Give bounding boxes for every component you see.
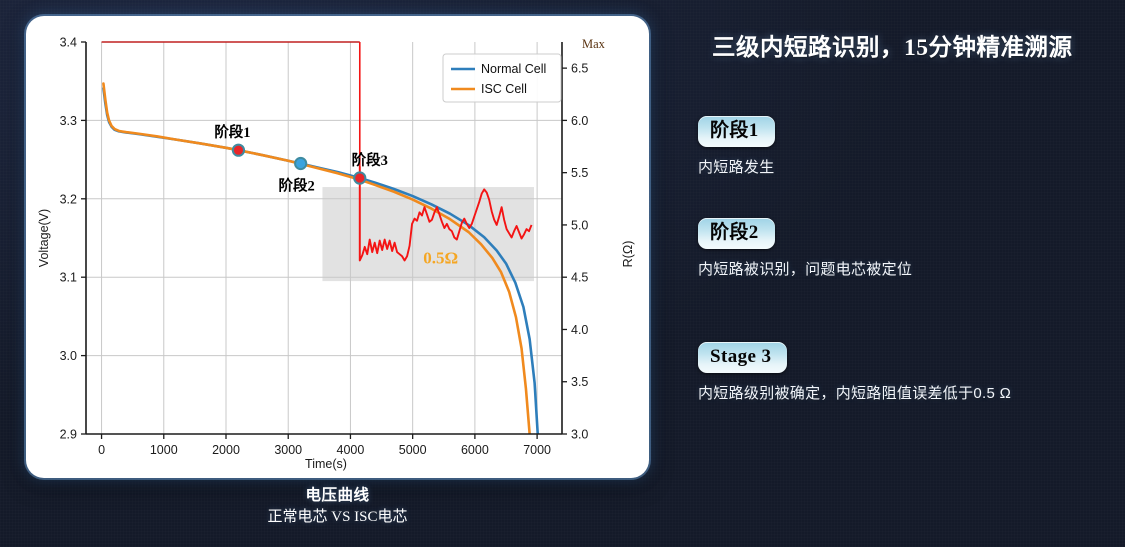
y2-tick-label: 6.5 xyxy=(571,62,588,76)
y2-tick-label: 3.5 xyxy=(571,375,588,389)
stage-markers: 阶段1 阶段2 阶段3 xyxy=(214,123,388,194)
stage-desc-2: 内短路被识别，问题电芯被定位 xyxy=(698,261,913,278)
chart-annotations: 0.5Ω xyxy=(423,249,458,268)
stage-marker-label: 阶段2 xyxy=(279,177,315,195)
y2-tick-label: 5.5 xyxy=(571,166,588,180)
y2-axis-label: R(Ω) xyxy=(621,241,635,268)
voltage-chart-svg: 阶段1 阶段2 阶段3 0.5Ω 0 1000 2000 3000 4000 5000 6000… xyxy=(37,36,635,472)
grid-horizontal xyxy=(86,119,562,357)
y-tick-label: 3.0 xyxy=(60,349,77,363)
x-tick-label: 7000 xyxy=(523,443,551,457)
x-axis-label: Time(s) xyxy=(305,457,347,471)
chart-caption: 电压曲线 正常电芯 VS ISC电芯 xyxy=(26,486,649,528)
grid-vertical xyxy=(101,42,538,434)
caption-title: 电压曲线 xyxy=(305,487,370,504)
y-tick-label: 3.3 xyxy=(60,114,77,128)
max-axis-top-label: Max xyxy=(582,37,606,51)
x-tick-label: 2000 xyxy=(212,443,240,457)
x-tick-label: 1000 xyxy=(150,443,178,457)
x-tick-label: 0 xyxy=(98,443,105,457)
voltage-chart-card: 阶段1 阶段2 阶段3 0.5Ω 0 1000 2000 3000 4000 5000 6000… xyxy=(26,16,649,478)
y-tick-label: 2.9 xyxy=(60,428,77,442)
x-tick-label: 5000 xyxy=(399,443,427,457)
stage-marker-label: 阶段3 xyxy=(352,151,388,169)
chart-legend[interactable]: Normal Cell ISC Cell xyxy=(442,53,562,103)
y-axis-ticks: 2.9 3.0 3.1 3.2 3.3 3.4 xyxy=(60,36,86,442)
x-tick-label: 6000 xyxy=(461,443,489,457)
y2-tick-label: 5.0 xyxy=(571,218,588,232)
y-axis-label: Voltage(V) xyxy=(37,209,51,267)
y-tick-label: 3.2 xyxy=(60,192,77,206)
series-resistance xyxy=(358,166,533,262)
caption-subtitle: 正常电芯 VS ISC电芯 xyxy=(267,509,408,525)
resistance-value-annotation: 0.5Ω xyxy=(423,249,458,268)
y2-tick-label: 6.0 xyxy=(571,114,588,128)
y2-tick-label: 4.5 xyxy=(571,271,588,285)
info-panel: 三级内短路识别，15分钟精准溯源 阶段1 内短路发生 阶段2 内短路被识别，问题… xyxy=(690,0,1125,547)
stage-block-3: Stage 3 内短路级别被确定，内短路阻值误差低于0.5 Ω xyxy=(698,342,1118,404)
y-tick-label: 3.4 xyxy=(60,36,77,50)
stage-marker-label: 阶段1 xyxy=(214,123,250,141)
stage-desc-1: 内短路发生 xyxy=(698,159,775,176)
y-tick-label: 3.1 xyxy=(60,271,77,285)
y2-axis-ticks: 3.0 3.5 4.0 4.5 5.0 5.5 6.0 6.5 xyxy=(562,62,588,442)
x-tick-label: 4000 xyxy=(337,443,365,457)
series-isc-cell xyxy=(102,82,531,434)
stage-badge-1[interactable]: 阶段1 xyxy=(698,116,775,147)
stage-badge-2[interactable]: 阶段2 xyxy=(698,218,775,249)
panel-headline: 三级内短路识别，15分钟精准溯源 xyxy=(712,35,1073,61)
stage-block-1: 阶段1 内短路发生 xyxy=(698,116,1118,178)
x-tick-label: 3000 xyxy=(274,443,302,457)
stage-badge-3[interactable]: Stage 3 xyxy=(698,342,788,373)
stage-desc-3: 内短路级别被确定，内短路阻值误差低于0.5 Ω xyxy=(698,385,1012,402)
legend-label-isc-cell: ISC Cell xyxy=(481,82,527,96)
stage-block-2: 阶段2 内短路被识别，问题电芯被定位 xyxy=(698,218,1118,280)
y2-tick-label: 4.0 xyxy=(571,323,588,337)
x-axis-ticks: 0 1000 2000 3000 4000 5000 6000 7000 xyxy=(98,434,551,457)
y2-tick-label: 3.0 xyxy=(571,428,588,442)
legend-label-normal-cell: Normal Cell xyxy=(481,62,546,76)
